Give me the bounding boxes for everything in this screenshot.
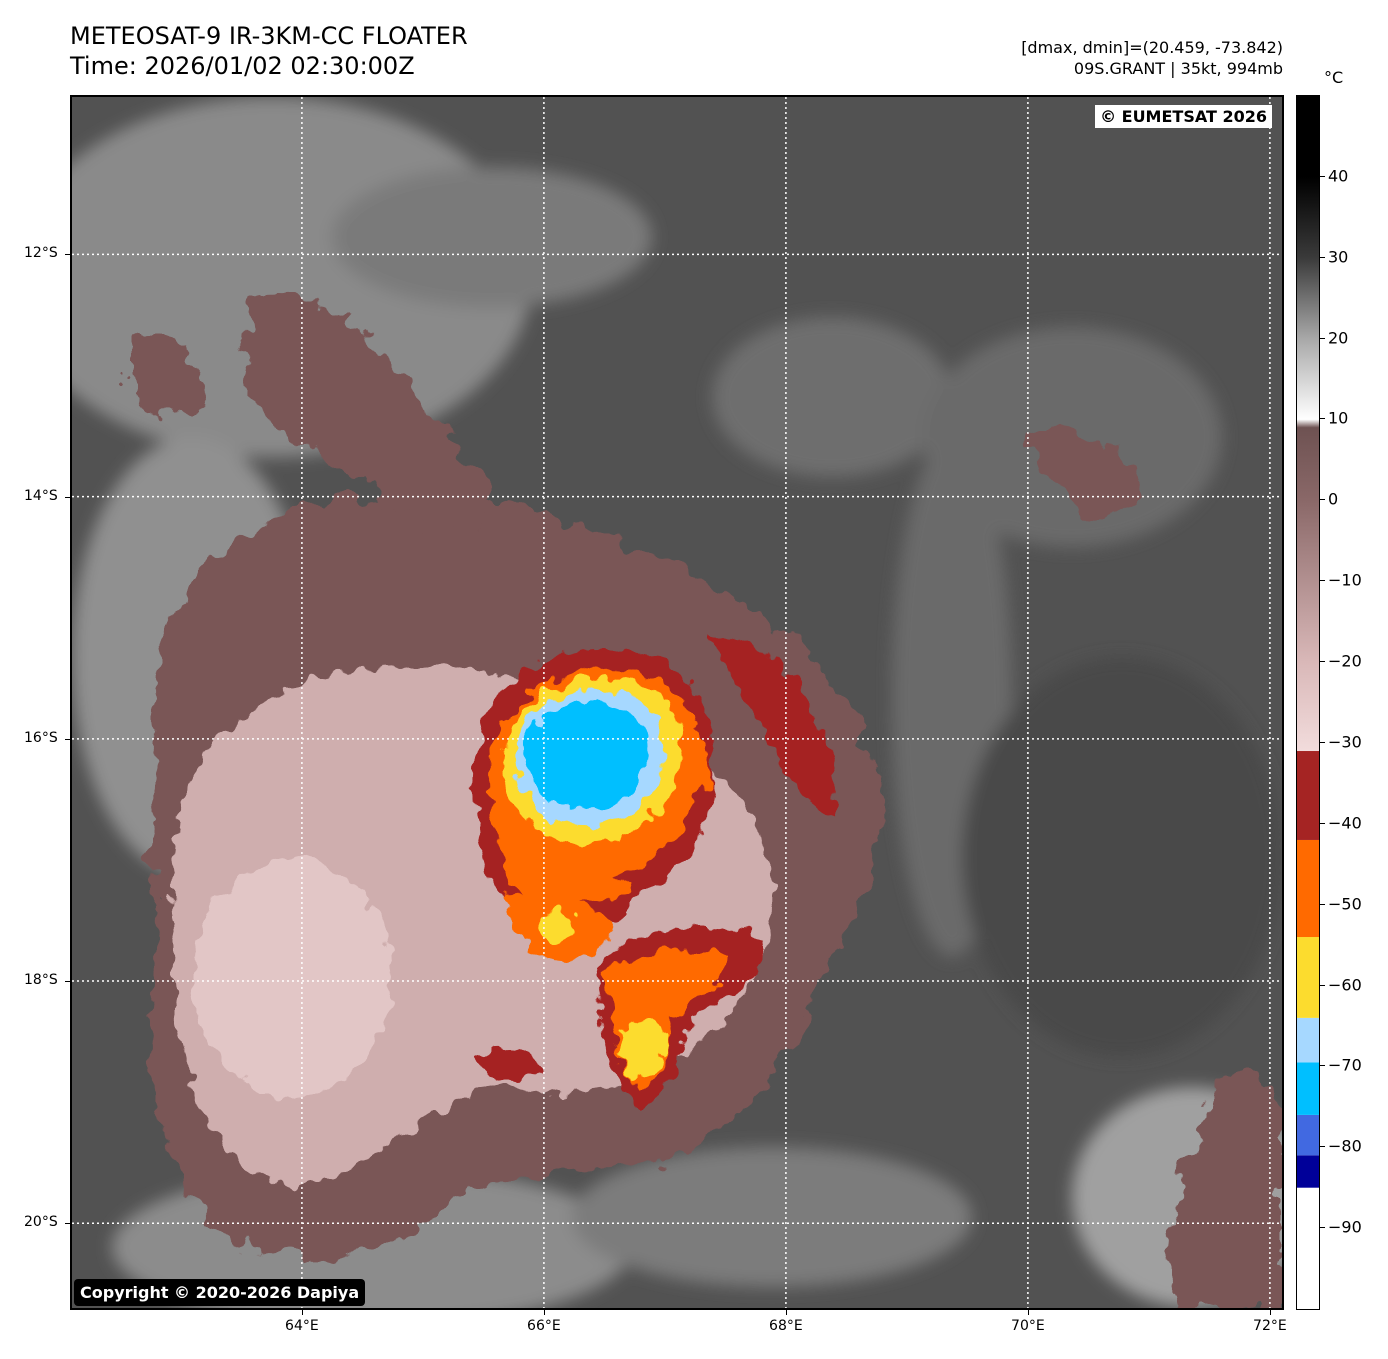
colorbar-tick <box>1320 661 1325 663</box>
colorbar-tick-label: 20 <box>1328 328 1349 348</box>
colorbar-scale <box>1297 96 1319 1309</box>
latitude-tick <box>65 1223 70 1225</box>
latitude-label: 20°S <box>24 1214 58 1231</box>
longitude-tick <box>543 1310 545 1315</box>
colorbar-segment <box>1297 1017 1319 1063</box>
colorbar-tick <box>1320 741 1325 743</box>
colorbar-unit: °C <box>1324 68 1344 87</box>
storm-info-text: 09S.GRANT | 35kt, 994mb <box>1073 59 1283 78</box>
colorbar-tick-label: 0 <box>1328 489 1339 509</box>
colorbar-gradient-segment <box>1297 96 1319 752</box>
latitude-tick <box>65 738 70 740</box>
cold-top-coldest-core <box>524 702 648 810</box>
colorbar-tick <box>1320 1146 1325 1148</box>
product-title: METEOSAT-9 IR-3KM-CC FLOATER <box>70 22 468 50</box>
colorbar-tick <box>1320 175 1325 177</box>
latitude-tick <box>65 254 70 256</box>
colorbar-segment <box>1297 937 1319 1018</box>
longitude-tick <box>1269 1310 1271 1315</box>
copyright-stamp: Copyright © 2020-2026 Dapiya <box>74 1279 366 1306</box>
colorbar-tick <box>1320 256 1325 258</box>
longitude-label: 66°E <box>527 1318 561 1334</box>
colorbar-segment <box>1297 751 1319 840</box>
longitude-tick <box>785 1310 787 1315</box>
latitude-label: 16°S <box>24 729 58 746</box>
colorbar-segment <box>1297 1114 1319 1156</box>
colorbar-tick-label: −70 <box>1328 1055 1362 1075</box>
colorbar-tick <box>1320 580 1325 582</box>
colorbar-tick <box>1320 418 1325 420</box>
ir-imagery <box>72 97 1282 1308</box>
colorbar-tick <box>1320 1227 1325 1229</box>
eumetsat-stamp: © EUMETSAT 2026 <box>1095 105 1272 128</box>
longitude-tick <box>1027 1310 1029 1315</box>
colorbar-tick <box>1320 1065 1325 1067</box>
colorbar-tick-label: 10 <box>1328 408 1349 428</box>
temperature-colorbar <box>1296 95 1320 1310</box>
colorbar-tick-label: 30 <box>1328 247 1349 267</box>
longitude-label: 64°E <box>285 1318 319 1334</box>
lat-lon-grid <box>72 97 1282 1308</box>
colorbar-tick-label: −80 <box>1328 1136 1362 1156</box>
colorbar-tick-label: −40 <box>1328 813 1362 833</box>
colorbar-tick <box>1320 903 1325 905</box>
colorbar-segment <box>1297 839 1319 938</box>
colorbar-tick <box>1320 337 1325 339</box>
colorbar-tick <box>1320 984 1325 986</box>
colorbar-tick-label: −50 <box>1328 894 1362 914</box>
colorbar-segment <box>1297 1187 1319 1309</box>
colorbar-tick-label: −60 <box>1328 975 1362 995</box>
data-range-text: [dmax, dmin]=(20.459, -73.842) <box>1021 38 1283 57</box>
latitude-label: 14°S <box>24 487 58 504</box>
colorbar-tick-label: 40 <box>1328 166 1349 186</box>
colorbar-tick-label: −90 <box>1328 1217 1362 1237</box>
longitude-label: 70°E <box>1011 1318 1045 1334</box>
colorbar-tick-label: −10 <box>1328 570 1362 590</box>
longitude-label: 68°E <box>769 1318 803 1334</box>
latitude-tick <box>65 981 70 983</box>
colorbar-segment <box>1297 1062 1319 1115</box>
latitude-label: 18°S <box>24 972 58 989</box>
longitude-tick <box>301 1310 303 1315</box>
colorbar-tick-label: −20 <box>1328 651 1362 671</box>
longitude-label: 72°E <box>1253 1318 1287 1334</box>
colorbar-tick <box>1320 822 1325 824</box>
latitude-tick <box>65 496 70 498</box>
colorbar-segment <box>1297 1155 1319 1188</box>
colorbar-tick-label: −30 <box>1328 732 1362 752</box>
satellite-map: © EUMETSAT 2026 Copyright © 2020-2026 Da… <box>70 95 1284 1310</box>
colorbar-tick <box>1320 499 1325 501</box>
latitude-label: 12°S <box>24 245 58 262</box>
timestamp-title: Time: 2026/01/02 02:30:00Z <box>70 52 415 80</box>
